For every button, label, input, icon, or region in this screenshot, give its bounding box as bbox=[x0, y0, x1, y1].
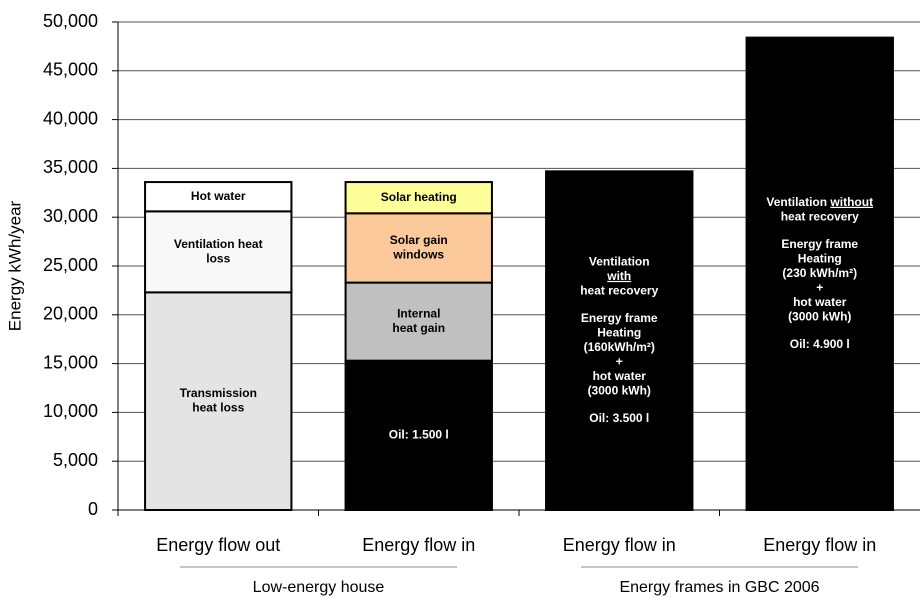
segment-label: with bbox=[606, 269, 631, 283]
segment-label: + bbox=[816, 280, 823, 294]
y-tick-label: 50,000 bbox=[43, 11, 98, 31]
segment-label: Solar gain bbox=[390, 233, 448, 247]
segment-label: heat recovery bbox=[580, 284, 658, 298]
segment-label: Energy frame bbox=[581, 311, 658, 325]
segment-label: Hot water bbox=[191, 189, 246, 203]
bar-segment bbox=[344, 181, 493, 215]
y-tick-label: 15,000 bbox=[43, 352, 98, 372]
x-tick-label: Energy flow in bbox=[563, 535, 676, 555]
segment-label: (3000 kWh) bbox=[788, 309, 851, 323]
segment-label: hot water bbox=[793, 295, 847, 309]
bar-segment bbox=[144, 210, 293, 294]
segment-label: heat gain bbox=[392, 321, 445, 335]
segment-label: Ventilation heat bbox=[174, 237, 263, 251]
group-label: Low-energy house bbox=[253, 579, 385, 596]
segment-label: (230 kWh/m²) bbox=[782, 266, 857, 280]
segment-label: hot water bbox=[593, 369, 647, 383]
segment-label: + bbox=[616, 355, 623, 369]
segment-label: Energy frame bbox=[781, 237, 858, 251]
segment-label: Oil: 1.500 l bbox=[389, 428, 449, 442]
y-tick-label: 30,000 bbox=[43, 206, 98, 226]
y-tick-label: 45,000 bbox=[43, 60, 98, 80]
segment-label: Oil: 3.500 l bbox=[589, 411, 649, 425]
bar-segment bbox=[144, 181, 293, 213]
segment-label: heat loss bbox=[192, 401, 244, 415]
group-label: Energy frames in GBC 2006 bbox=[619, 579, 819, 596]
segment-label: windows bbox=[392, 247, 444, 261]
y-tick-label: 0 bbox=[88, 499, 98, 519]
segment-label: Internal bbox=[397, 307, 440, 321]
segment-label: heat recovery bbox=[781, 209, 859, 223]
x-tick-label: Energy flow out bbox=[156, 535, 280, 555]
segment-label: (3000 kWh) bbox=[588, 384, 651, 398]
y-axis-label: Energy kWh/year bbox=[5, 200, 24, 331]
segment-label: Heating bbox=[798, 251, 842, 265]
segment-label-run: without bbox=[829, 195, 873, 209]
segment-label-run: Ventilation bbox=[766, 195, 830, 209]
segment-label: Heating bbox=[597, 326, 641, 340]
segment-label: Transmission bbox=[180, 386, 257, 400]
segment-label: (160kWh/m²) bbox=[584, 340, 655, 354]
segment-label: Ventilation bbox=[589, 255, 650, 269]
y-tick-label: 10,000 bbox=[43, 401, 98, 421]
bar-segment bbox=[344, 281, 493, 362]
y-tick-label: 20,000 bbox=[43, 304, 98, 324]
segment-label: Oil: 4.900 l bbox=[790, 337, 850, 351]
segment-label: Ventilation without bbox=[766, 195, 873, 209]
y-tick-label: 40,000 bbox=[43, 108, 98, 128]
x-tick-label: Energy flow in bbox=[763, 535, 876, 555]
segment-label-run: with bbox=[606, 269, 631, 283]
bar-segment bbox=[745, 36, 894, 512]
segment-label: Solar heating bbox=[381, 190, 457, 204]
x-tick-label: Energy flow in bbox=[362, 535, 475, 555]
segment-label: loss bbox=[206, 251, 230, 265]
y-tick-label: 35,000 bbox=[43, 157, 98, 177]
y-tick-label: 5,000 bbox=[53, 450, 98, 470]
bar-segment bbox=[144, 291, 293, 511]
bar-segment bbox=[545, 170, 694, 511]
y-tick-label: 25,000 bbox=[43, 255, 98, 275]
bar-segment bbox=[344, 359, 493, 511]
